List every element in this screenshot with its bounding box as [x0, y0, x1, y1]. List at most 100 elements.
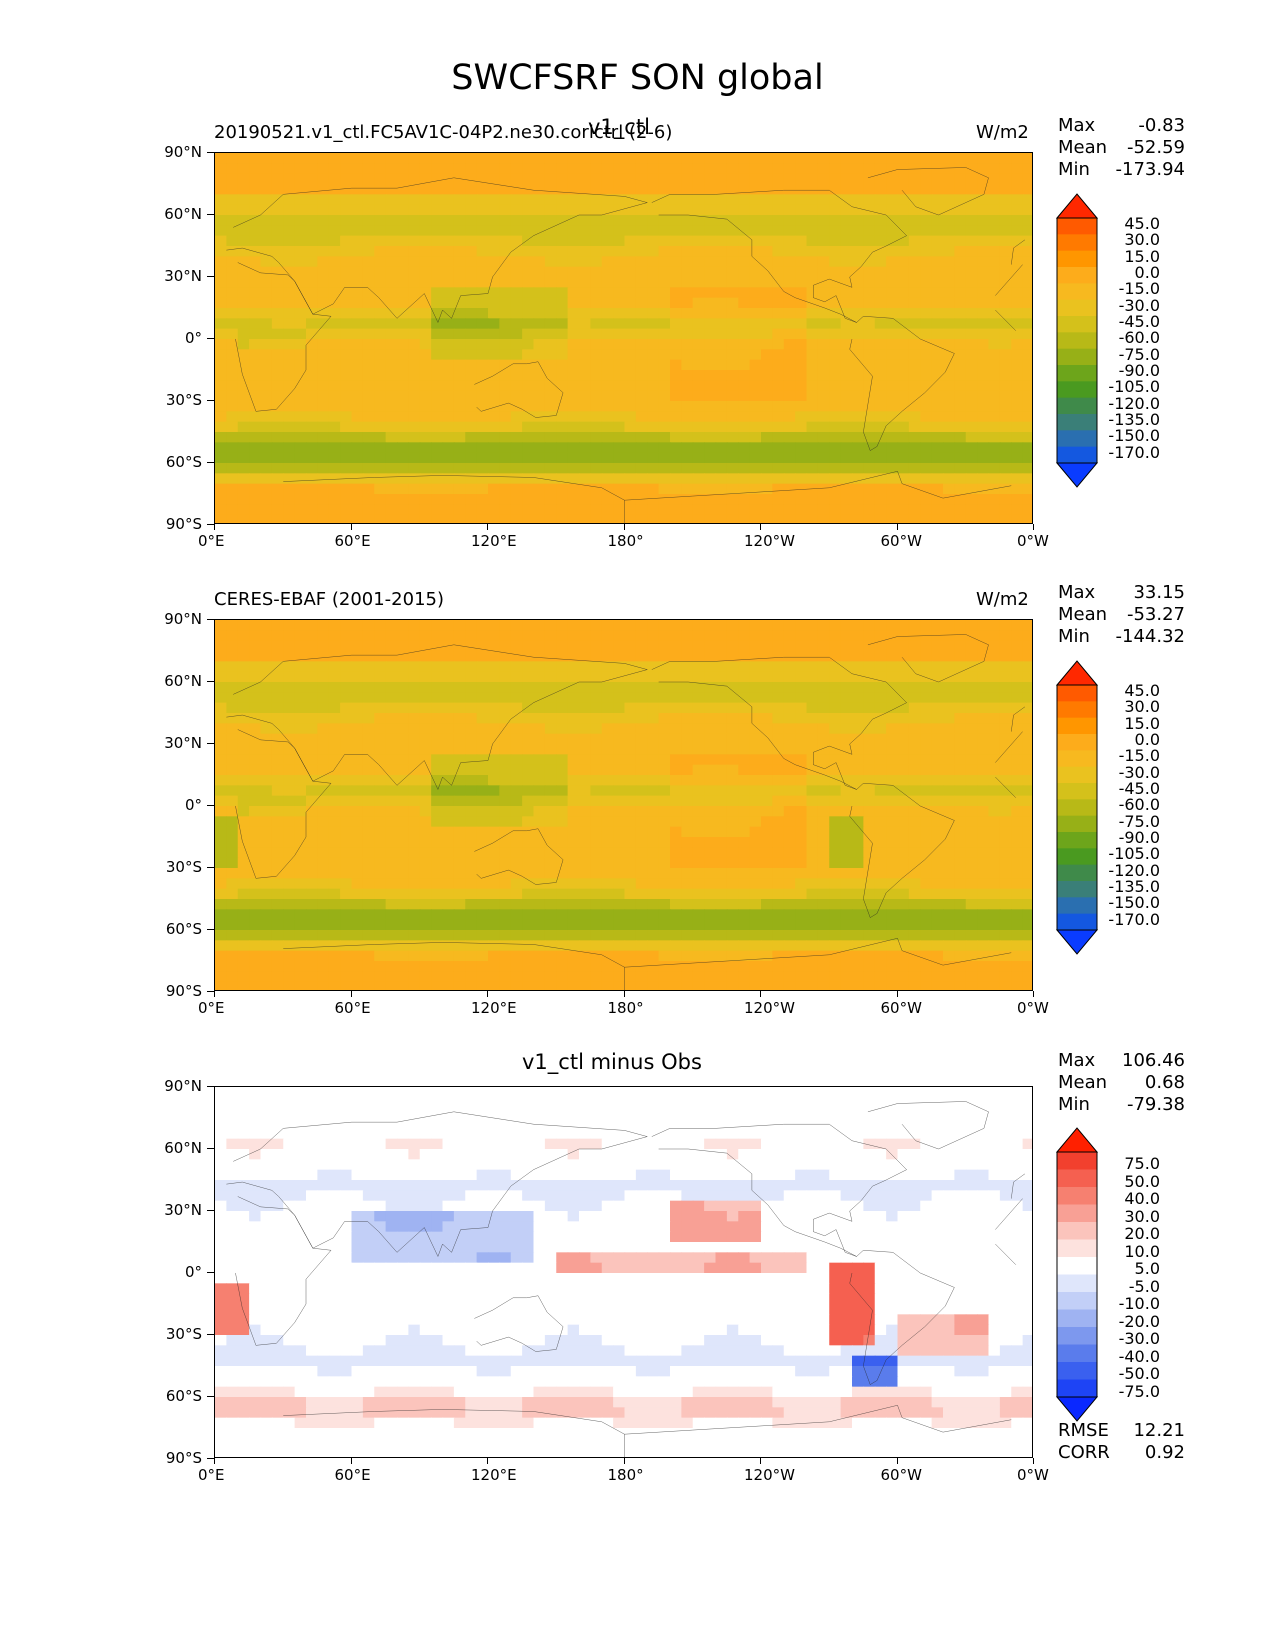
- field-cell: [442, 287, 455, 299]
- field-cell: [362, 723, 375, 735]
- field-cell: [317, 225, 330, 237]
- field-cell: [1011, 432, 1024, 443]
- field-cell: [590, 723, 603, 735]
- field-cell: [533, 235, 546, 247]
- field-cell: [385, 630, 398, 642]
- field-cell: [1011, 390, 1024, 402]
- field-cell: [328, 837, 341, 848]
- panel-left-title: 20190521.v1_ctl.FC5AV1C-04P2.ne30.corict…: [214, 122, 673, 143]
- field-cell: [977, 651, 990, 662]
- field-cell: [340, 380, 353, 392]
- field-cell: [658, 452, 671, 464]
- field-cell: [852, 277, 865, 288]
- field-cell: [726, 432, 739, 443]
- field-cell: [317, 661, 330, 673]
- field-cell: [294, 919, 307, 931]
- field-cell: [920, 878, 933, 890]
- field-cell: [499, 235, 512, 247]
- field-cell: [852, 857, 865, 869]
- field-cell: [977, 826, 990, 838]
- field-cell: [613, 630, 626, 642]
- field-cell: [931, 620, 944, 631]
- field-cell: [965, 940, 978, 952]
- field-cell: [397, 256, 410, 268]
- field-cell: [635, 328, 648, 340]
- field-cell: [465, 153, 478, 164]
- field-cell: [783, 297, 796, 309]
- field-cell: [294, 733, 307, 745]
- field-cell: [692, 620, 705, 631]
- field-cell: [408, 318, 421, 330]
- field-cell: [704, 785, 717, 797]
- field-cell: [749, 432, 762, 443]
- field-cell: [965, 266, 978, 278]
- field-cell: [283, 277, 296, 288]
- field-cell: [999, 452, 1012, 464]
- field-cell: [522, 246, 535, 257]
- field-cell: [738, 620, 751, 631]
- field-cell: [772, 297, 785, 309]
- field-cell: [397, 785, 410, 797]
- field-cell: [988, 432, 1001, 443]
- field-cell: [738, 909, 751, 921]
- field-cell: [579, 754, 592, 766]
- field-cell: [317, 163, 330, 175]
- field-cell: [260, 888, 273, 900]
- field-cell: [590, 630, 603, 642]
- field-cell: [476, 349, 489, 361]
- field-cell: [931, 173, 944, 185]
- field-cell: [579, 764, 592, 776]
- field-cell: [670, 888, 683, 900]
- field-cell: [613, 940, 626, 952]
- field-cell: [351, 184, 364, 195]
- field-cell: [419, 930, 432, 941]
- field-cell: [476, 432, 489, 443]
- field-cell: [408, 620, 421, 631]
- field-cell: [658, 473, 671, 485]
- field-cell: [590, 473, 603, 485]
- field-cell: [772, 651, 785, 662]
- field-cell: [692, 163, 705, 175]
- field-cell: [294, 442, 307, 454]
- field-cell: [237, 868, 250, 879]
- field-cell: [362, 651, 375, 662]
- field-cell: [829, 225, 842, 237]
- field-cell: [510, 411, 523, 423]
- field-cell: [817, 442, 830, 454]
- field-cell: [738, 380, 751, 392]
- field-cell: [385, 795, 398, 807]
- field-cell: [533, 837, 546, 848]
- field-cell: [965, 163, 978, 175]
- field-cell: [522, 339, 535, 350]
- field-cell: [988, 153, 1001, 164]
- field-cell: [613, 246, 626, 257]
- field-cell: [431, 640, 444, 652]
- field-cell: [795, 308, 808, 319]
- field-cell: [567, 878, 580, 890]
- field-cell: [886, 204, 899, 216]
- field-cell: [306, 682, 319, 693]
- field-cell: [772, 733, 785, 745]
- field-cell: [499, 713, 512, 724]
- field-cell: [954, 359, 967, 371]
- field-cell: [215, 682, 228, 693]
- field-cell: [783, 153, 796, 164]
- field-cell: [579, 826, 592, 838]
- field-cell: [317, 930, 330, 941]
- field-cell: [226, 473, 239, 485]
- field-cell: [431, 463, 444, 474]
- field-cell: [374, 744, 387, 755]
- field-cell: [351, 847, 364, 859]
- field-cell: [465, 194, 478, 206]
- field-cell: [613, 816, 626, 828]
- field-cell: [647, 432, 660, 443]
- field-cell: [1022, 826, 1032, 838]
- field-cell: [351, 930, 364, 941]
- field-cell: [829, 297, 842, 309]
- field-cell: [226, 318, 239, 330]
- min-value: -173.94: [1115, 159, 1185, 180]
- field-cell: [704, 463, 717, 474]
- field-cell: [476, 184, 489, 195]
- field-cell: [965, 401, 978, 412]
- field-cell: [601, 723, 614, 735]
